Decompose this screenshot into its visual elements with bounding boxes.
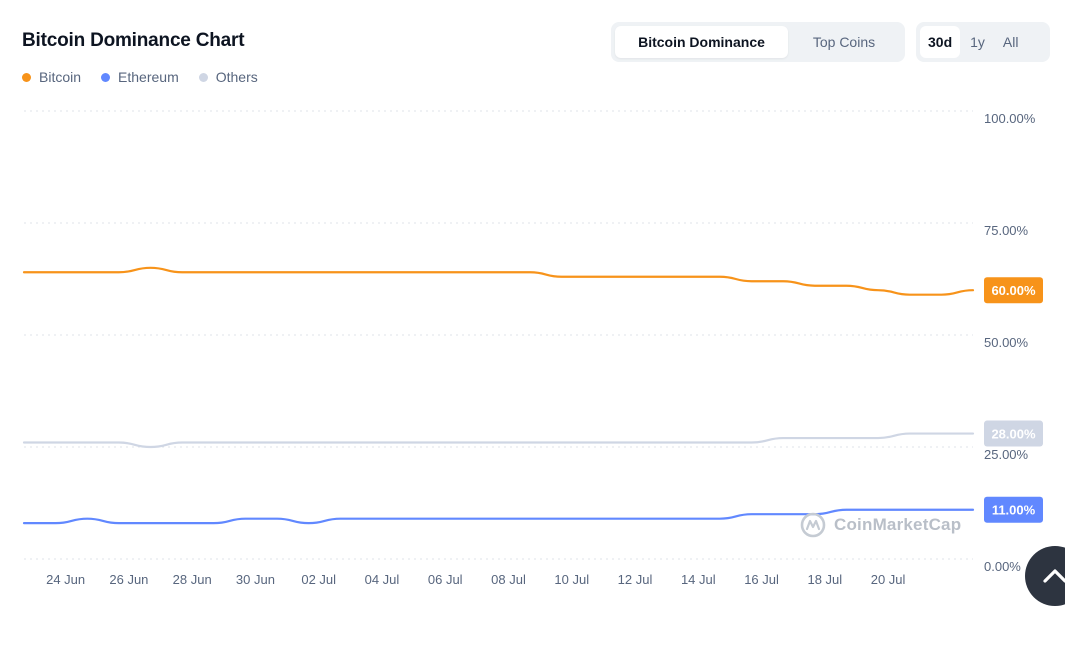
ethereum-last-value-badge <box>984 496 1043 523</box>
x-tick-label: 02 Jul <box>301 572 336 587</box>
x-tick-label: 12 Jul <box>618 572 653 587</box>
chevron-up-icon <box>1043 569 1065 583</box>
legend-label-bitcoin: Bitcoin <box>39 69 82 85</box>
x-tick-label: 08 Jul <box>491 572 526 587</box>
bitcoin-last-value-label: 60.00% <box>991 283 1036 298</box>
x-tick-label: 10 Jul <box>554 572 589 587</box>
others-last-value-badge <box>984 420 1043 447</box>
x-tick-label: 16 Jul <box>744 572 779 587</box>
bitcoin-last-value-badge <box>984 277 1043 304</box>
x-tick-label: 28 Jun <box>173 572 212 587</box>
x-tick-label: 20 Jul <box>871 572 906 587</box>
ethereum-last-value-label: 11.00% <box>992 503 1036 518</box>
bitcoin-series-line <box>22 266 975 296</box>
range-1y-button[interactable]: 1y <box>970 34 985 50</box>
range-30d-button[interactable]: 30d <box>920 26 961 58</box>
legend-item-bitcoin[interactable]: Bitcoin <box>22 69 81 85</box>
tab-top-coins[interactable]: Top Coins <box>812 34 876 50</box>
others-last-value-label: 28.00% <box>991 427 1036 442</box>
ethereum-dot-icon <box>101 72 111 82</box>
x-tick-label: 04 Jul <box>365 572 400 587</box>
x-tick-label: 24 Jun <box>46 572 85 587</box>
y-tick-label: 50.00% <box>984 335 1029 350</box>
x-tick-label: 30 Jun <box>236 572 275 587</box>
range-all-button[interactable]: All <box>1002 34 1019 50</box>
tab-bitcoin-dominance[interactable]: Bitcoin Dominance <box>615 26 788 58</box>
chart-type-tabs: Bitcoin Dominance Top Coins <box>611 22 905 62</box>
y-tick-label: 25.00% <box>984 447 1029 462</box>
others-dot-icon <box>198 72 208 82</box>
scroll-to-top-button[interactable] <box>1025 546 1065 606</box>
watermark-text: CoinMarketCap <box>834 515 962 534</box>
x-tick-label: 26 Jun <box>109 572 148 587</box>
legend-item-ethereum[interactable]: Ethereum <box>101 69 179 85</box>
legend-label-others: Others <box>215 69 258 85</box>
legend-item-others[interactable]: Others <box>198 69 258 85</box>
chart-legend: Bitcoin Ethereum Others <box>22 69 258 85</box>
others-series-line <box>22 432 975 449</box>
x-tick-label: 14 Jul <box>681 572 716 587</box>
bitcoin-dot-icon <box>22 72 31 82</box>
x-tick-label: 18 Jul <box>807 572 842 587</box>
y-tick-label: 75.00% <box>984 223 1029 238</box>
coinmarketcap-watermark: CoinMarketCap <box>800 512 961 538</box>
y-tick-label: 0.00% <box>984 559 1021 574</box>
page-title: Bitcoin Dominance Chart <box>22 30 245 51</box>
legend-label-ethereum: Ethereum <box>118 69 179 85</box>
x-tick-label: 06 Jul <box>428 572 463 587</box>
coinmarketcap-logo-icon <box>800 512 826 538</box>
time-range-selector: 30d 1y All <box>916 22 1050 62</box>
y-tick-label: 100.00% <box>984 111 1036 126</box>
